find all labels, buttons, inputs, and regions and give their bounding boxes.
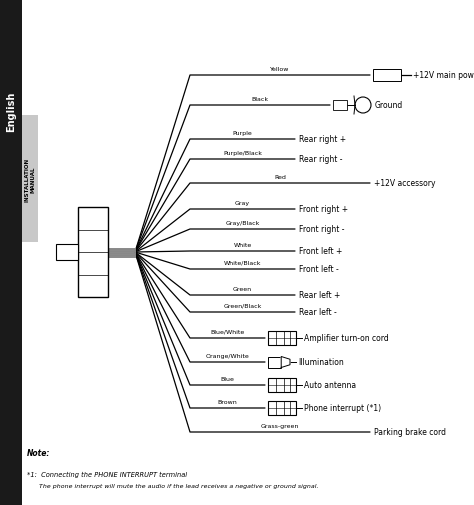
Bar — [78, 208, 108, 297]
Bar — [0, 0, 22, 505]
Text: The phone interrupt will mute the audio if the lead receives a negative or groun: The phone interrupt will mute the audio … — [27, 483, 319, 488]
Bar — [56, 244, 78, 261]
Text: Rear left -: Rear left - — [299, 308, 337, 317]
Text: Yellow: Yellow — [270, 67, 290, 72]
Bar — [268, 378, 296, 392]
Text: Red: Red — [274, 175, 286, 180]
Text: Rear left +: Rear left + — [299, 291, 340, 300]
Text: Front right +: Front right + — [299, 205, 348, 214]
Text: Front right -: Front right - — [299, 225, 345, 234]
Text: White: White — [233, 242, 252, 247]
Text: Grass-green: Grass-green — [261, 423, 299, 428]
Text: +12V accessory: +12V accessory — [374, 179, 436, 188]
Bar — [373, 70, 401, 82]
Bar — [333, 101, 347, 111]
Text: Note:: Note: — [27, 448, 50, 457]
Polygon shape — [281, 357, 290, 368]
Bar — [268, 331, 296, 345]
Text: Orange/White: Orange/White — [206, 354, 249, 358]
Text: Gray/Black: Gray/Black — [225, 221, 260, 226]
Bar — [22, 116, 38, 242]
Text: +12V main power: +12V main power — [413, 71, 474, 80]
Text: *1:  Connecting the PHONE INTERRUPT terminal: *1: Connecting the PHONE INTERRUPT termi… — [27, 471, 187, 477]
Text: Illumination: Illumination — [298, 358, 344, 367]
Text: INSTALLATION
MANUAL: INSTALLATION MANUAL — [25, 157, 36, 201]
Text: Green/Black: Green/Black — [223, 304, 262, 309]
Text: Blue/White: Blue/White — [210, 329, 245, 334]
Text: 15A: 15A — [382, 73, 392, 78]
Text: Black: Black — [251, 97, 269, 102]
Text: Purple/Black: Purple/Black — [223, 150, 262, 156]
Text: Phone interrupt (*1): Phone interrupt (*1) — [304, 403, 381, 413]
Text: Rear right -: Rear right - — [299, 155, 343, 164]
Bar — [268, 357, 281, 368]
Text: Front left +: Front left + — [299, 247, 342, 256]
Text: Purple: Purple — [233, 131, 252, 136]
Text: White/Black: White/Black — [224, 261, 261, 266]
Text: Auto antenna: Auto antenna — [304, 381, 356, 390]
Text: English: English — [6, 91, 16, 131]
Text: Amplifier turn-on cord: Amplifier turn-on cord — [304, 334, 389, 343]
Text: Parking brake cord: Parking brake cord — [374, 428, 446, 437]
Text: Brown: Brown — [218, 399, 237, 404]
Text: Front left -: Front left - — [299, 265, 339, 274]
Text: Ground: Ground — [375, 102, 403, 110]
Text: Gray: Gray — [235, 200, 250, 206]
Text: Green: Green — [233, 286, 252, 291]
Text: Blue: Blue — [220, 376, 235, 381]
Bar — [268, 401, 296, 415]
Text: Rear right +: Rear right + — [299, 135, 346, 144]
